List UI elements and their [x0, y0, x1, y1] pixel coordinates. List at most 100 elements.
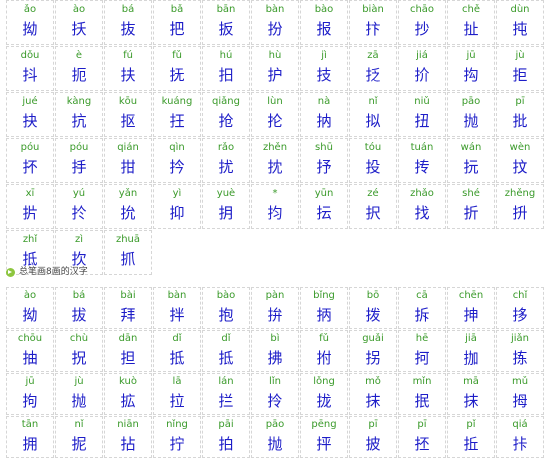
- character-cell[interactable]: tān 拥: [6, 416, 54, 458]
- character-cell[interactable]: zhuā 抓: [104, 230, 152, 275]
- character-cell[interactable]: hú 抇: [202, 46, 250, 91]
- character-cell[interactable]: ào 扷: [55, 0, 103, 45]
- character-cell[interactable]: lán 拦: [202, 373, 250, 415]
- character-cell[interactable]: chāo 抄: [398, 0, 446, 45]
- character-cell[interactable]: nǐ 抳: [55, 416, 103, 458]
- character-cell[interactable]: guǎi 拐: [349, 330, 397, 372]
- character-cell[interactable]: jū 拘: [6, 373, 54, 415]
- character-cell[interactable]: chēn 抻: [447, 287, 495, 329]
- character-cell[interactable]: wèn 抆: [496, 138, 544, 183]
- character-cell[interactable]: nǐng 拧: [153, 416, 201, 458]
- character-cell[interactable]: pāi 拍: [202, 416, 250, 458]
- character-cell[interactable]: kuò 拡: [104, 373, 152, 415]
- character-cell[interactable]: cā 拆: [398, 287, 446, 329]
- character-cell[interactable]: nǐ 拟: [349, 92, 397, 137]
- character-cell[interactable]: hù 护: [251, 46, 299, 91]
- character-cell[interactable]: dùn 扽: [496, 0, 544, 45]
- character-cell[interactable]: bǐng 抦: [300, 287, 348, 329]
- character-cell[interactable]: pī 批: [496, 92, 544, 137]
- character-cell[interactable]: póu 抔: [6, 138, 54, 183]
- character-cell[interactable]: hē 抲: [398, 330, 446, 372]
- character-cell[interactable]: yǎn 抁: [104, 184, 152, 229]
- character-cell[interactable]: chě 扯: [447, 0, 495, 45]
- character-cell[interactable]: chù 拀: [55, 330, 103, 372]
- character-cell[interactable]: wán 抏: [447, 138, 495, 183]
- character-cell[interactable]: bá 拔: [55, 287, 103, 329]
- character-cell[interactable]: tóu 投: [349, 138, 397, 183]
- character-cell[interactable]: bàn 扮: [251, 0, 299, 45]
- character-cell[interactable]: dǐ 抵: [153, 330, 201, 372]
- character-cell[interactable]: qiá 拤: [496, 416, 544, 458]
- character-cell[interactable]: qiǎng 抢: [202, 92, 250, 137]
- character-cell[interactable]: jù 抛: [55, 373, 103, 415]
- character-cell[interactable]: nà 抐: [300, 92, 348, 137]
- character-cell[interactable]: fǔ 抚: [153, 46, 201, 91]
- character-cell[interactable]: fú 扶: [104, 46, 152, 91]
- character-cell[interactable]: bō 拨: [349, 287, 397, 329]
- character-cell[interactable]: póu 抙: [55, 138, 103, 183]
- character-cell[interactable]: bài 拜: [104, 287, 152, 329]
- character-cell[interactable]: jiā 拁: [447, 330, 495, 372]
- character-cell[interactable]: dǐ 抵: [202, 330, 250, 372]
- character-cell[interactable]: pēng 抨: [300, 416, 348, 458]
- character-cell[interactable]: jiǎn 拣: [496, 330, 544, 372]
- character-cell[interactable]: chōu 抽: [6, 330, 54, 372]
- character-cell[interactable]: * 抣: [251, 184, 299, 229]
- character-cell[interactable]: zé 択: [349, 184, 397, 229]
- character-cell[interactable]: tuán 抟: [398, 138, 446, 183]
- character-cell[interactable]: bì 拂: [251, 330, 299, 372]
- character-cell[interactable]: mǒ 抹: [349, 373, 397, 415]
- character-cell[interactable]: yūn 抎: [300, 184, 348, 229]
- character-cell[interactable]: biàn 抃: [349, 0, 397, 45]
- character-cell[interactable]: pī 披: [349, 416, 397, 458]
- character-cell[interactable]: rǎo 扰: [202, 138, 250, 183]
- character-cell[interactable]: zì 扻: [55, 230, 103, 275]
- character-cell[interactable]: kuáng 抂: [153, 92, 201, 137]
- character-cell[interactable]: dǒu 抖: [6, 46, 54, 91]
- character-cell[interactable]: pàn 拚: [251, 287, 299, 329]
- character-cell[interactable]: bān 扳: [202, 0, 250, 45]
- character-cell[interactable]: zā 抸: [349, 46, 397, 91]
- character-cell[interactable]: jū 抅: [447, 46, 495, 91]
- character-cell[interactable]: qián 拑: [104, 138, 152, 183]
- character-cell[interactable]: ǎo 拗: [6, 0, 54, 45]
- character-cell[interactable]: lǐn 拎: [251, 373, 299, 415]
- character-cell[interactable]: mǔ 拇: [496, 373, 544, 415]
- character-cell[interactable]: bào 抱: [202, 287, 250, 329]
- character-cell[interactable]: bǎ 把: [153, 0, 201, 45]
- character-cell[interactable]: kàng 抗: [55, 92, 103, 137]
- character-cell[interactable]: shé 折: [447, 184, 495, 229]
- character-cell[interactable]: bá 抜: [104, 0, 152, 45]
- character-cell[interactable]: xī 扸: [6, 184, 54, 229]
- character-cell[interactable]: qìn 扲: [153, 138, 201, 183]
- character-cell[interactable]: mā 抹: [447, 373, 495, 415]
- character-cell[interactable]: zhěn 抌: [251, 138, 299, 183]
- character-cell[interactable]: yuè 抈: [202, 184, 250, 229]
- character-cell[interactable]: pāo 抛: [251, 416, 299, 458]
- character-cell[interactable]: yú 扵: [55, 184, 103, 229]
- character-cell[interactable]: kōu 抠: [104, 92, 152, 137]
- character-cell[interactable]: ào 拗: [6, 287, 54, 329]
- character-cell[interactable]: jué 抉: [6, 92, 54, 137]
- character-cell[interactable]: bào 报: [300, 0, 348, 45]
- character-cell[interactable]: yì 抑: [153, 184, 201, 229]
- character-cell[interactable]: lùn 抡: [251, 92, 299, 137]
- character-cell[interactable]: niān 拈: [104, 416, 152, 458]
- character-cell[interactable]: niǔ 扭: [398, 92, 446, 137]
- character-cell[interactable]: lā 拉: [153, 373, 201, 415]
- character-cell[interactable]: jì 技: [300, 46, 348, 91]
- character-cell[interactable]: shū 抒: [300, 138, 348, 183]
- character-cell[interactable]: jù 拒: [496, 46, 544, 91]
- character-cell[interactable]: zhǎo 找: [398, 184, 446, 229]
- character-cell[interactable]: chǐ 拸: [496, 287, 544, 329]
- character-cell[interactable]: bàn 拌: [153, 287, 201, 329]
- character-cell[interactable]: lǒng 拢: [300, 373, 348, 415]
- character-cell[interactable]: jiá 扴: [398, 46, 446, 91]
- character-cell[interactable]: pāo 抛: [447, 92, 495, 137]
- character-cell[interactable]: zhǐ 抵: [6, 230, 54, 275]
- character-cell[interactable]: zhěng 抍: [496, 184, 544, 229]
- character-cell[interactable]: dān 担: [104, 330, 152, 372]
- character-cell[interactable]: fǔ 拊: [300, 330, 348, 372]
- character-cell[interactable]: pǐ 拞: [447, 416, 495, 458]
